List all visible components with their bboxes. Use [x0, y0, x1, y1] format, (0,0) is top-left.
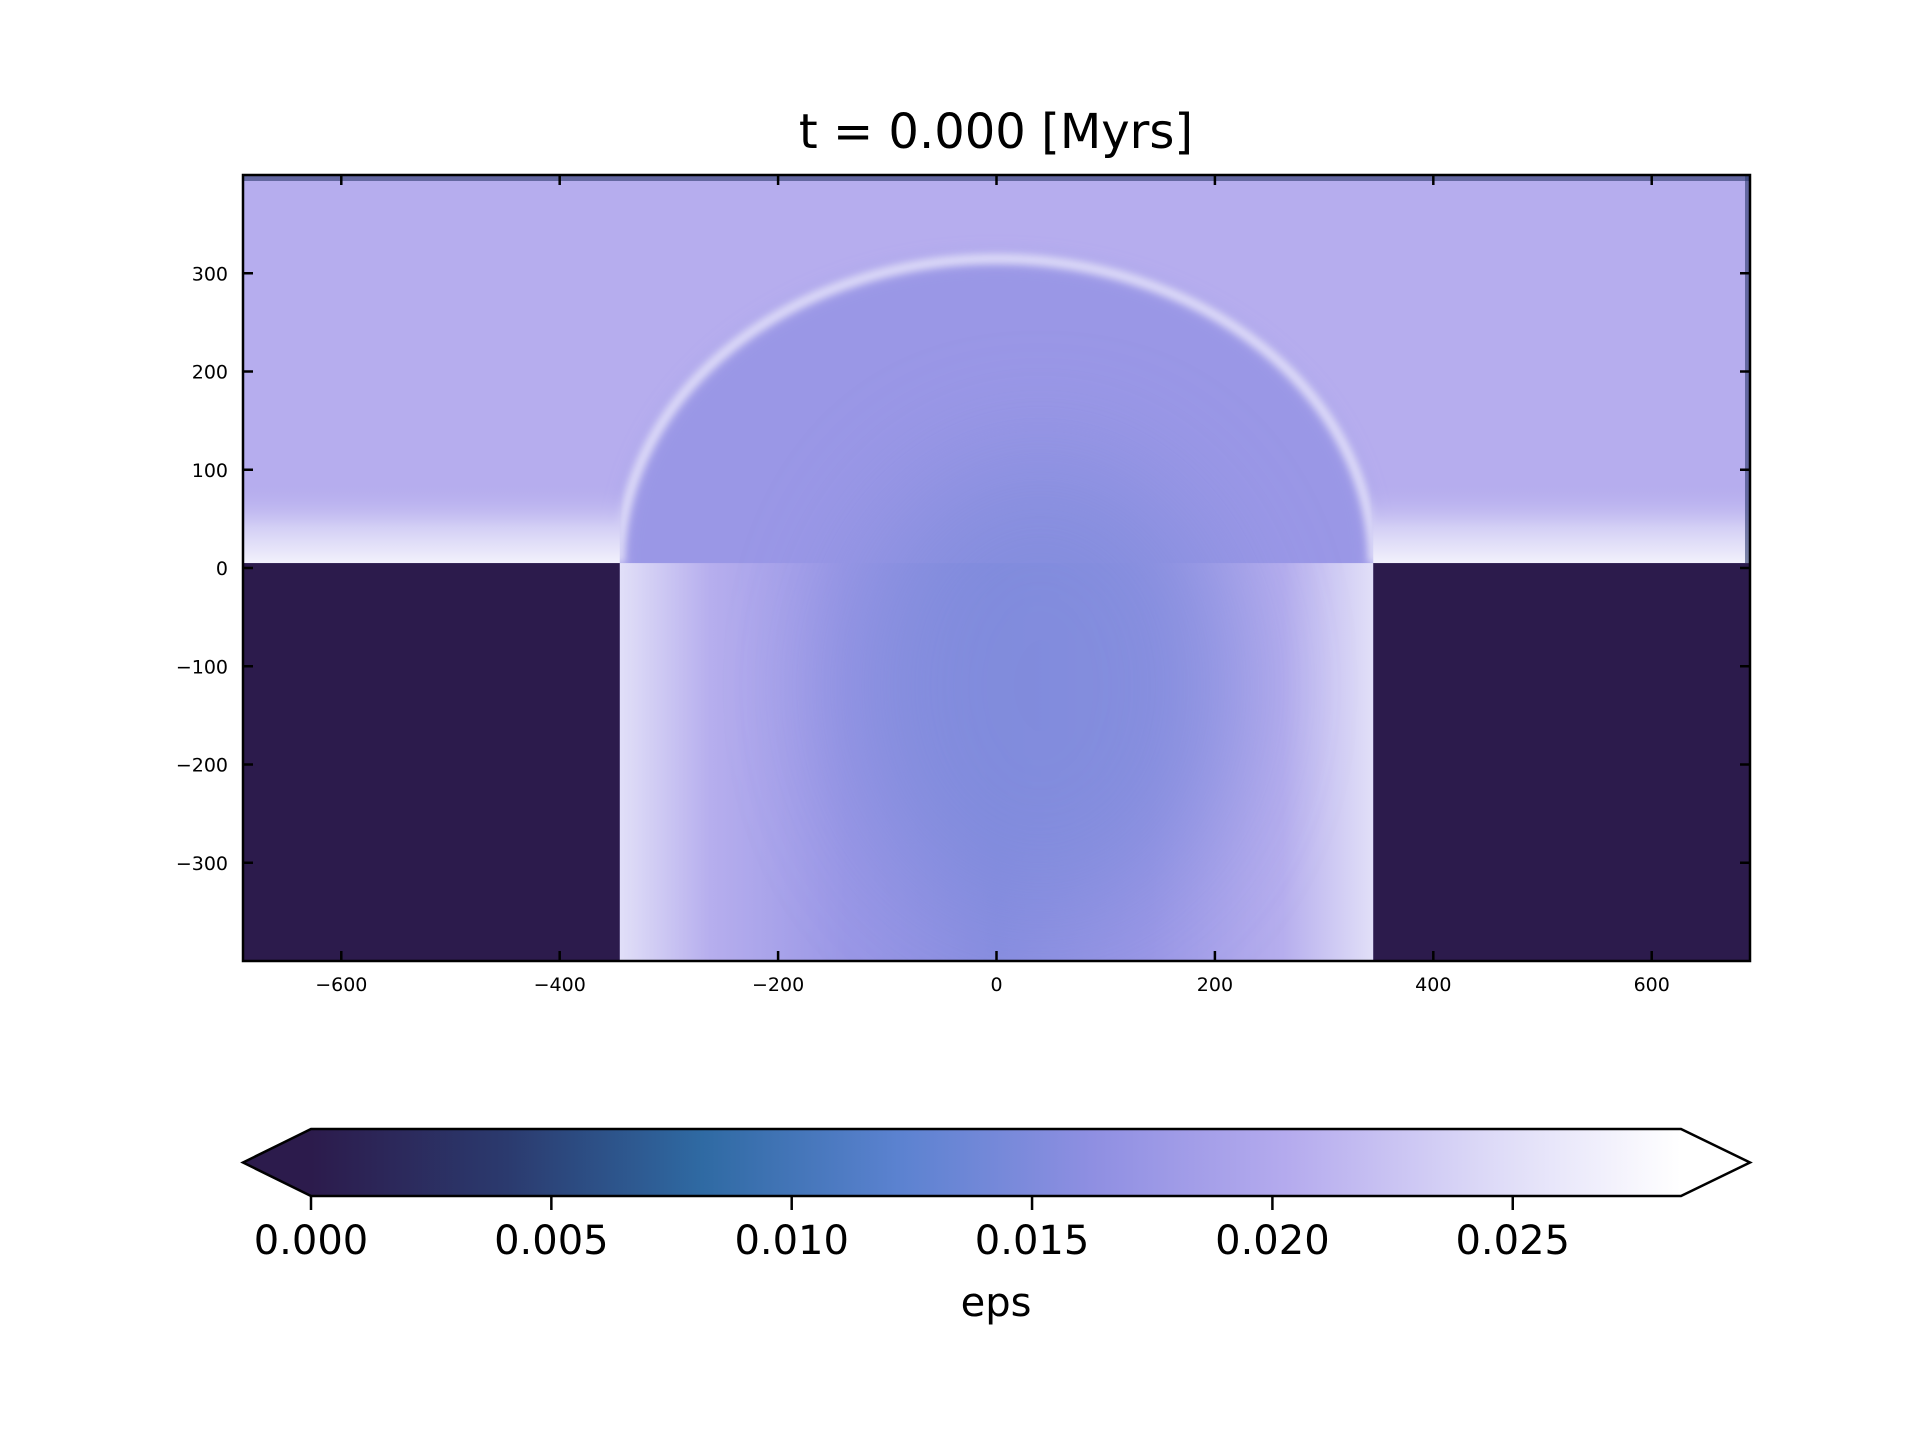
colorbar-tick-label: 0.000: [254, 1218, 369, 1264]
y-tick-label: −100: [176, 656, 228, 678]
x-tick-label: −200: [752, 974, 804, 996]
solid-block-left: [243, 563, 620, 961]
colorbar: 0.000 0.005 0.010 0.015 0.020 0.025: [240, 1127, 1753, 1264]
colorbar-outline: [240, 1127, 1753, 1198]
colorbar-gradient: [311, 1129, 1681, 1196]
shock-front: [614, 253, 1379, 564]
solid-block-right: [1373, 563, 1750, 961]
colorbar-tick-label: 0.020: [1215, 1218, 1330, 1264]
surface-layer-left: [243, 483, 620, 564]
colorbar-tick-label: 0.005: [494, 1218, 609, 1264]
colorbar-extend-high: [1681, 1129, 1750, 1196]
bubble-core: [850, 455, 1231, 916]
colorbar-label: eps: [961, 1280, 1032, 1326]
x-axis: −600 −400 −200 0 200 400 600: [315, 175, 1670, 996]
x-tick-label: 400: [1415, 974, 1451, 996]
x-tick-label: −400: [534, 974, 586, 996]
y-tick-label: −300: [176, 853, 228, 875]
y-tick-label: 100: [192, 460, 228, 482]
x-tick-label: 600: [1634, 974, 1670, 996]
surface-layer-right: [1373, 483, 1750, 564]
x-tick-label: 200: [1197, 974, 1233, 996]
x-tick-label: −600: [315, 974, 367, 996]
y-tick-label: 200: [192, 362, 228, 384]
colorbar-tick-label: 0.025: [1455, 1218, 1570, 1264]
colorbar-tick-label: 0.015: [975, 1218, 1090, 1264]
chart-title: t = 0.000 [Myrs]: [799, 104, 1193, 160]
y-axis: 300 200 100 0 −100 −200 −300: [176, 263, 1750, 875]
y-tick-label: 300: [192, 263, 228, 285]
x-tick-label: 0: [990, 974, 1002, 996]
y-tick-label: 0: [216, 558, 228, 580]
colorbar-extend-low: [243, 1129, 311, 1196]
y-tick-label: −200: [176, 755, 228, 777]
colorbar-tick-label: 0.010: [734, 1218, 849, 1264]
heatmap-field: [243, 175, 1750, 961]
right-boundary: [1745, 175, 1750, 564]
